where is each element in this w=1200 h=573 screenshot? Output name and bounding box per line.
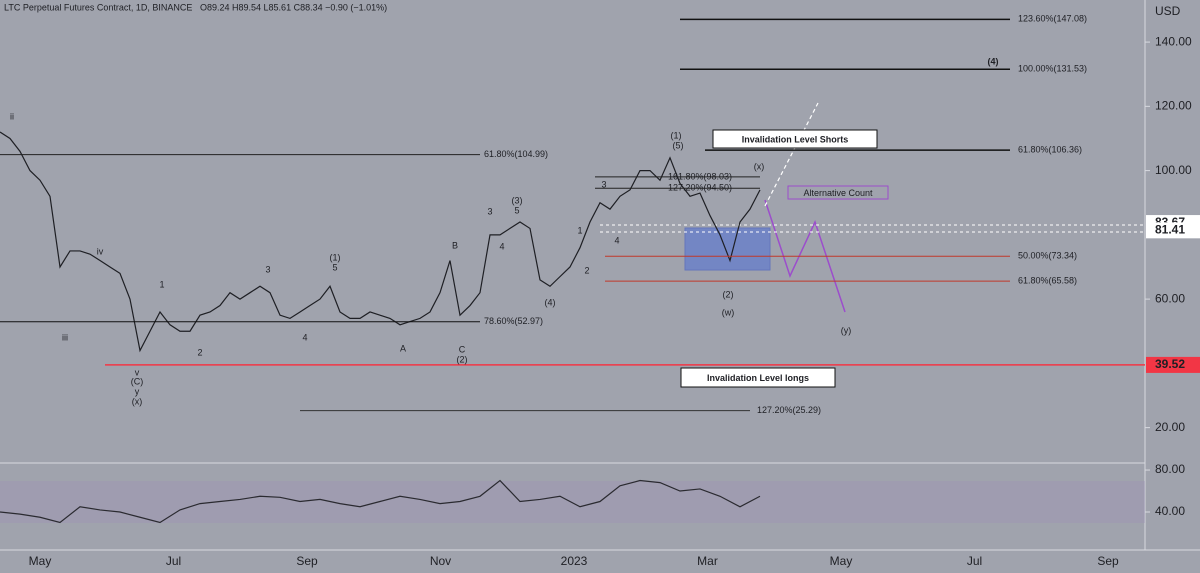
target-zone xyxy=(684,227,771,271)
annotation-box-label: Invalidation Level Shorts xyxy=(742,134,849,144)
fib-label: 61.80%(104.99) xyxy=(484,149,548,159)
currency: USD xyxy=(1155,4,1181,18)
wave-label: (4) xyxy=(545,297,556,307)
wave-label: v xyxy=(135,367,140,377)
y-tick-label: 40.00 xyxy=(1155,504,1185,518)
fib-label: 78.60%(52.97) xyxy=(484,316,543,326)
wave-label: 1 xyxy=(159,279,164,289)
wave-label: (y) xyxy=(841,325,852,335)
alternative-projection xyxy=(764,199,846,313)
fib-label: 127.20%(94.50) xyxy=(668,183,732,193)
wave-label: iv xyxy=(97,246,104,256)
wave-label: ii xyxy=(10,111,14,121)
projection-arrow xyxy=(764,102,819,207)
wave-label: (2) xyxy=(457,354,468,364)
wave-label: 3 xyxy=(487,206,492,216)
fib-label: 61.80%(106.36) xyxy=(1018,145,1082,155)
wave-label: 5 xyxy=(514,205,519,215)
ohlc: O89.24 H89.54 L85.61 C88.34 −0.90 (−1.01… xyxy=(200,2,387,12)
wave-label: 4 xyxy=(499,241,504,251)
wave-label: 2 xyxy=(584,265,589,275)
wave-label: B xyxy=(452,240,458,250)
wave-label: 3 xyxy=(265,264,270,274)
fib-label: 127.20%(25.29) xyxy=(757,405,821,415)
y-tick-label: 60.00 xyxy=(1155,291,1185,305)
symbol-title: LTC Perpetual Futures Contract, 1D, BINA… xyxy=(4,2,192,12)
y-tick-label: 20.00 xyxy=(1155,420,1185,434)
wave-label: (5) xyxy=(673,140,684,150)
y-tick-label: 120.00 xyxy=(1155,99,1192,113)
annotation-box xyxy=(712,129,878,149)
wave-label: 2 xyxy=(197,347,202,357)
wave-label: 4 xyxy=(302,332,307,342)
wave-label: (x) xyxy=(132,396,143,406)
x-tick-label: May xyxy=(830,554,853,568)
wave-label: (C) xyxy=(131,376,144,386)
wave-label: y xyxy=(135,386,140,396)
annotation-box xyxy=(680,367,836,388)
price-label-box xyxy=(1146,356,1200,373)
y-tick-label: 100.00 xyxy=(1155,163,1192,177)
annotation-box-label: Invalidation Level longs xyxy=(707,373,809,383)
x-tick-label: Sep xyxy=(1097,554,1119,568)
price-path xyxy=(0,479,761,524)
wave-label: iii xyxy=(62,332,68,342)
y-tick-label: 80.00 xyxy=(1155,462,1185,476)
x-tick-label: 2023 xyxy=(561,554,588,568)
price-label-box xyxy=(1146,222,1200,239)
rsi-band xyxy=(0,481,1145,523)
x-tick-label: Nov xyxy=(430,554,451,568)
wave-label: 1 xyxy=(577,225,582,235)
wave-label: A xyxy=(400,343,406,353)
wave-label: (w) xyxy=(722,307,735,317)
x-tick-label: Sep xyxy=(296,554,318,568)
fib-label: 123.60%(147.08) xyxy=(1018,14,1087,24)
fib-label: 100.00%(131.53) xyxy=(1018,64,1087,74)
wave-label: C xyxy=(459,344,466,354)
x-tick-label: Mar xyxy=(697,554,718,568)
annotation-box-label: Alternative Count xyxy=(803,188,873,198)
wave-label: (2) xyxy=(723,289,734,299)
annotation-box xyxy=(787,185,889,200)
annotation-box-label: (4) xyxy=(988,56,999,66)
wave-label: 3 xyxy=(601,179,606,189)
wave-label: (x) xyxy=(754,161,765,171)
wave-label: 5 xyxy=(332,262,337,272)
price-label: 39.52 xyxy=(1155,357,1185,371)
y-tick-label: 140.00 xyxy=(1155,34,1192,48)
wave-label: (1) xyxy=(671,130,682,140)
wave-label: (1) xyxy=(330,252,341,262)
price-path xyxy=(0,131,761,353)
price-label: 81.41 xyxy=(1155,222,1185,236)
x-tick-label: Jul xyxy=(166,554,181,568)
fib-label: 61.80%(65.58) xyxy=(1018,276,1077,286)
wave-label: (3) xyxy=(512,195,523,205)
fib-label: 161.80%(98.03) xyxy=(668,171,732,181)
x-tick-label: Jul xyxy=(967,554,982,568)
fib-label: 50.00%(73.34) xyxy=(1018,251,1077,261)
x-tick-label: May xyxy=(29,554,52,568)
wave-label: 4 xyxy=(614,235,619,245)
